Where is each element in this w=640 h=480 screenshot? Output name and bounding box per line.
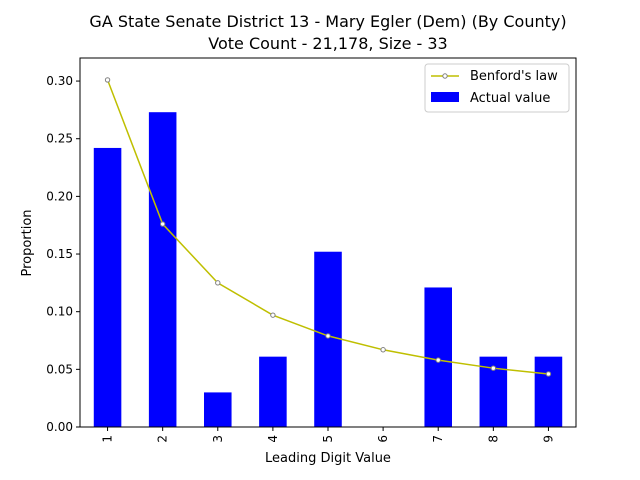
y-tick-label: 0.25	[46, 132, 73, 146]
benford-point-1	[104, 77, 111, 83]
bar-1	[93, 147, 122, 427]
benford-point-2	[159, 221, 166, 227]
y-tick-label: 0.30	[46, 74, 73, 88]
benford-point-4	[270, 312, 276, 318]
x-tick-label: 3	[211, 435, 225, 443]
y-tick-label: 0.20	[46, 189, 73, 203]
line-series	[104, 77, 552, 377]
x-tick-label: 9	[541, 435, 555, 443]
y-tick-label: 0.00	[46, 420, 73, 434]
bar-4	[259, 356, 287, 427]
y-tick-label: 0.10	[46, 305, 73, 319]
bar-7	[424, 287, 452, 427]
benford-point-6	[380, 347, 386, 353]
benford-point-8	[490, 365, 497, 371]
x-tick-label: 1	[101, 435, 115, 443]
bar-9	[534, 356, 563, 427]
x-tick-label: 6	[376, 435, 390, 443]
bar-5	[314, 251, 342, 427]
benford-point-5	[325, 333, 331, 339]
x-axis-label: Leading Digit Value	[265, 451, 391, 466]
x-tick-label: 2	[156, 435, 170, 443]
bar-3	[204, 392, 232, 427]
y-axis-label: Proportion	[20, 209, 35, 276]
x-tick-label: 4	[266, 435, 280, 443]
x-tick-label: 7	[431, 435, 445, 443]
y-axis: 0.00 0.05 0.10 0.15 0.20 0.25 0.30	[46, 74, 80, 434]
y-tick-label: 0.05	[46, 362, 73, 376]
legend: Benford's law Actual value	[424, 63, 570, 113]
benford-point-9	[545, 371, 552, 377]
benford-point-3	[215, 280, 221, 286]
chart-title-line-1: GA State Senate District 13 - Mary Egler…	[89, 12, 566, 31]
legend-label-actual: Actual value	[470, 91, 550, 106]
legend-bar-swatch	[431, 92, 459, 102]
bar-series	[93, 112, 563, 428]
chart-title-line-2: Vote Count - 21,178, Size - 33	[208, 34, 447, 53]
legend-label-benford: Benford's law	[470, 69, 558, 84]
x-tick-label: 5	[321, 435, 335, 443]
x-axis: 1 2 3 4 5 6 7 8 9	[101, 427, 555, 443]
benford-point-7	[435, 357, 441, 363]
x-tick-label: 8	[486, 435, 500, 443]
bar-2	[148, 112, 177, 428]
legend-box	[424, 63, 570, 113]
y-tick-label: 0.15	[46, 247, 73, 261]
legend-line-marker	[442, 73, 448, 79]
